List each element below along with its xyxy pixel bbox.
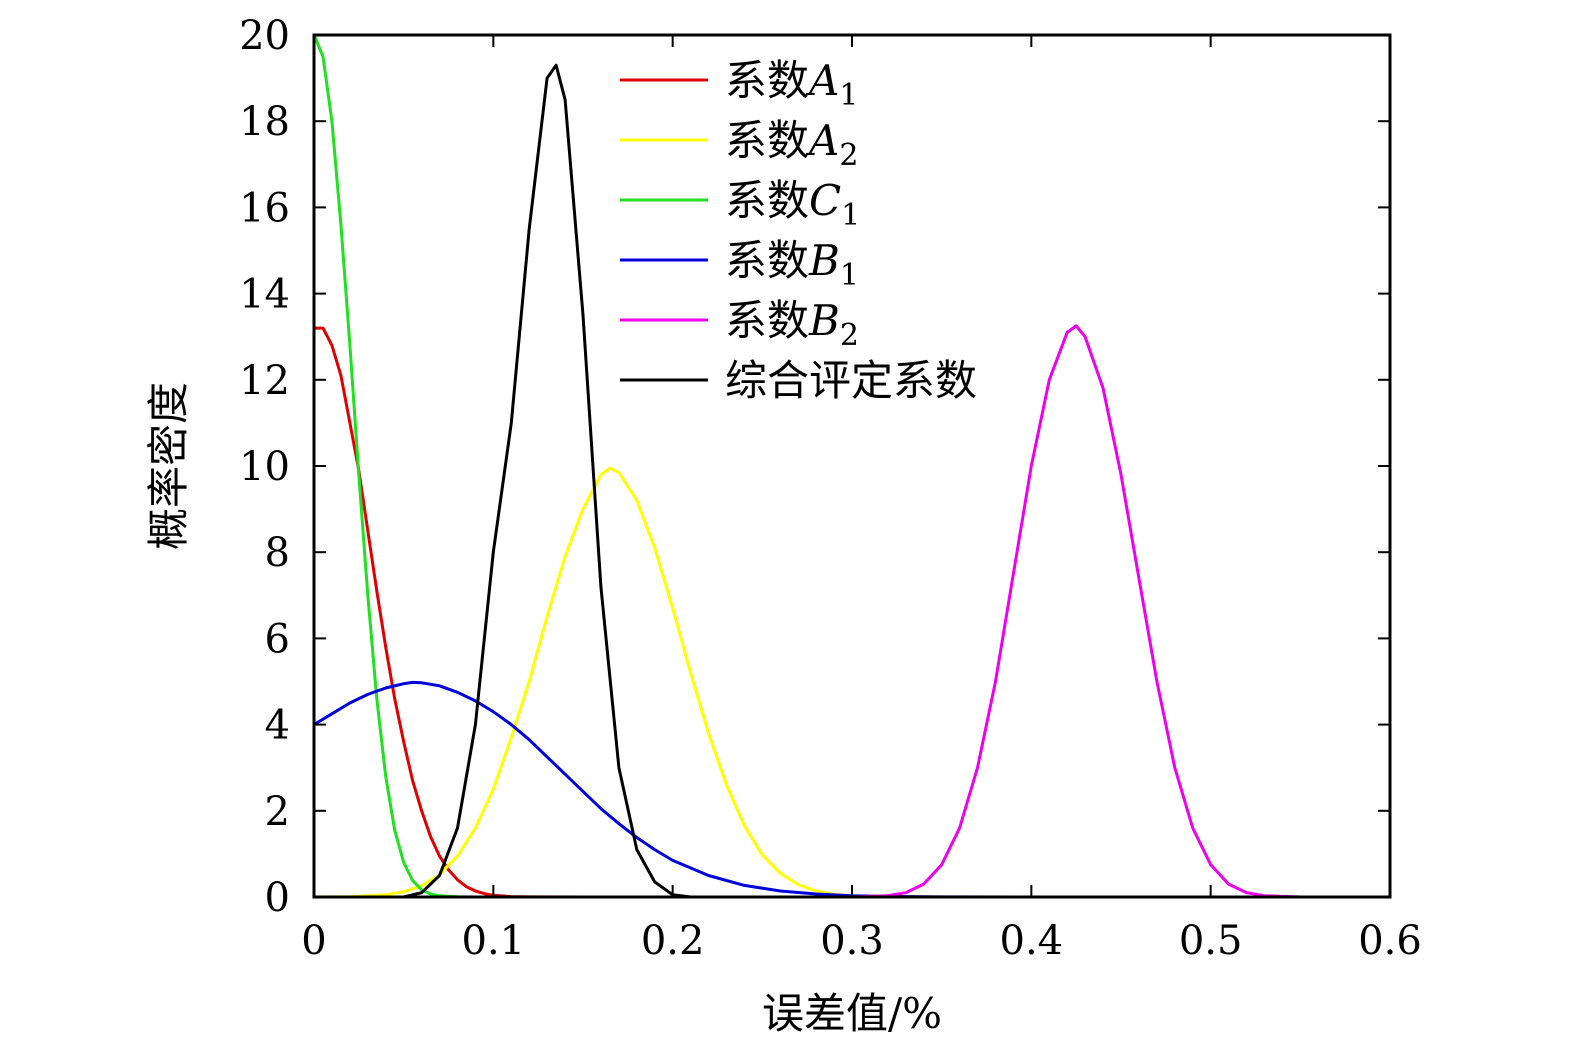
legend-label-2: 系数C1 (725, 176, 860, 233)
legend-subscript: 1 (839, 78, 858, 113)
legend-label-5: 综合评定系数 (725, 356, 977, 405)
x-tick-label: 0.3 (820, 918, 884, 964)
y-tick-label: 2 (265, 789, 290, 835)
x-tick-label: 0.4 (1000, 918, 1064, 964)
y-tick-label: 20 (239, 13, 290, 59)
y-tick-label: 12 (239, 358, 290, 404)
legend-symbol: C (809, 176, 841, 225)
legend-subscript: 2 (839, 138, 858, 173)
x-tick-label: 0 (301, 918, 326, 964)
legend-subscript: 1 (841, 198, 860, 233)
y-tick-label: 16 (239, 185, 290, 231)
legend-label-4: 系数B2 (725, 296, 859, 353)
legend-label-1: 系数A2 (725, 116, 858, 173)
x-axis-label: 误差值/% (762, 989, 942, 1038)
legend-symbol: B (808, 236, 840, 285)
y-tick-label: 6 (265, 616, 290, 662)
y-tick-label: 18 (239, 99, 290, 145)
series-line-4 (314, 324, 1301, 899)
legend-name: 系数 (725, 56, 809, 105)
x-tick-label: 0.2 (641, 918, 705, 964)
series-line-1 (313, 466, 1301, 899)
x-tick-label: 0.1 (462, 918, 526, 964)
series-line-5 (403, 63, 691, 899)
legend-name: 系数 (725, 176, 809, 225)
y-tick-label: 14 (239, 272, 290, 318)
x-tick-label: 0.6 (1358, 918, 1422, 964)
legend-subscript: 1 (840, 258, 859, 293)
legend-symbol: A (805, 56, 839, 105)
y-tick-label: 4 (265, 703, 290, 749)
legend-symbol: B (808, 296, 840, 345)
y-tick-label: 8 (265, 530, 290, 576)
legend-label-3: 系数B1 (725, 236, 859, 293)
legend-label-0: 系数A1 (725, 56, 858, 113)
legend-name: 综合评定系数 (725, 356, 977, 405)
legend-symbol: A (805, 116, 839, 165)
legend-name: 系数 (725, 296, 809, 345)
legend-subscript: 2 (840, 318, 859, 353)
y-tick-label: 10 (239, 444, 290, 490)
legend-name: 系数 (725, 236, 809, 285)
y-tick-label: 0 (265, 875, 290, 921)
y-axis-label: 概率密度 (144, 382, 193, 550)
series-line-0 (314, 326, 1301, 899)
series-line-3 (313, 680, 1301, 899)
legend-name: 系数 (725, 116, 809, 165)
x-tick-label: 0.5 (1179, 918, 1243, 964)
